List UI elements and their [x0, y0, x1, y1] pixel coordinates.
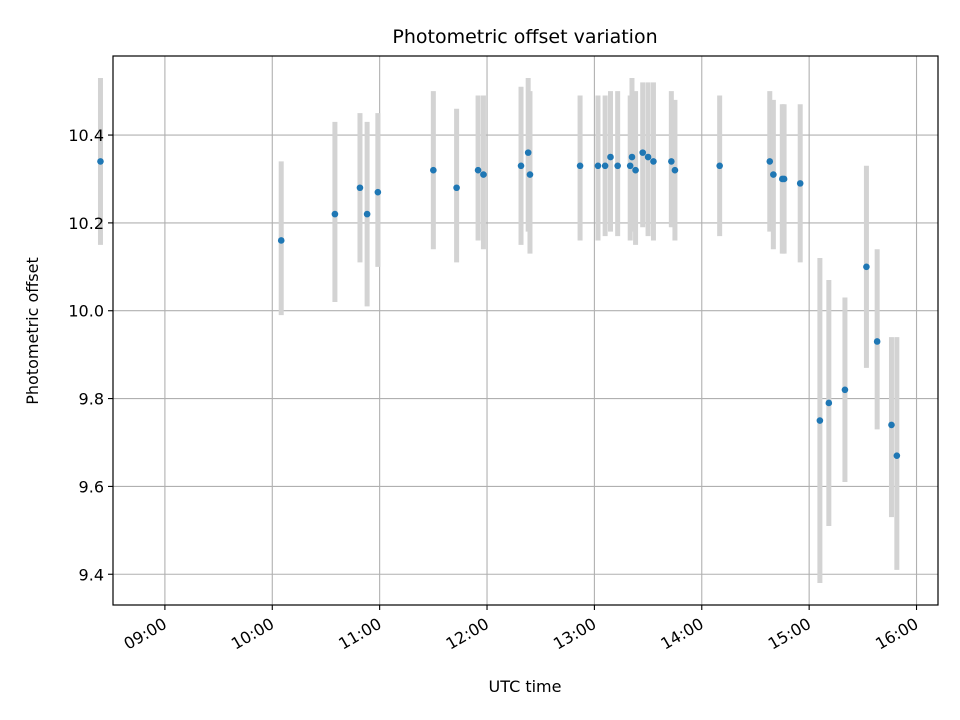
data-point [517, 162, 525, 170]
data-point [601, 162, 609, 170]
data-point [632, 166, 639, 174]
data-point [639, 149, 647, 156]
data-point [607, 153, 614, 161]
x-axis-label: UTC time [489, 677, 562, 696]
data-point [526, 171, 534, 178]
data-point [626, 162, 634, 170]
data-point [796, 180, 804, 187]
data-point [893, 452, 901, 459]
data-point [644, 153, 652, 161]
data-point [825, 399, 833, 407]
data-point [576, 162, 584, 170]
data-point [766, 158, 774, 165]
data-point [374, 188, 382, 196]
data-point [816, 417, 824, 424]
data-points [97, 149, 901, 459]
data-point [716, 162, 723, 170]
data-point [97, 158, 104, 165]
data-point [668, 158, 675, 165]
y-tick-label: 9.6 [79, 477, 104, 496]
chart-title: Photometric offset variation [392, 26, 657, 48]
y-axis-ticks: 9.4 9.6 9.8 10.0 10.2 10.4 [68, 126, 113, 584]
data-point [453, 184, 460, 192]
data-point [363, 210, 371, 218]
data-point [873, 338, 881, 345]
data-point [841, 386, 849, 394]
data-point [524, 149, 532, 156]
y-tick-label: 10.4 [68, 126, 104, 145]
data-point [331, 210, 339, 218]
data-point [356, 184, 364, 192]
data-point [863, 263, 870, 271]
data-point [594, 162, 602, 170]
data-point [614, 162, 621, 170]
y-tick-label: 10.2 [68, 214, 104, 233]
data-point [430, 166, 437, 174]
y-tick-label: 9.4 [79, 565, 104, 584]
y-tick-label: 9.8 [79, 390, 104, 409]
data-point [650, 158, 657, 165]
data-point [770, 171, 777, 178]
y-axis-label: Photometric offset [23, 257, 42, 405]
plot-frame [112, 55, 939, 606]
data-point [628, 153, 636, 161]
data-point [480, 171, 487, 178]
data-point [474, 166, 482, 174]
data-point [671, 166, 679, 174]
data-point [277, 237, 285, 244]
data-point [888, 421, 895, 429]
y-tick-label: 10.0 [68, 302, 104, 321]
data-point [780, 175, 788, 183]
